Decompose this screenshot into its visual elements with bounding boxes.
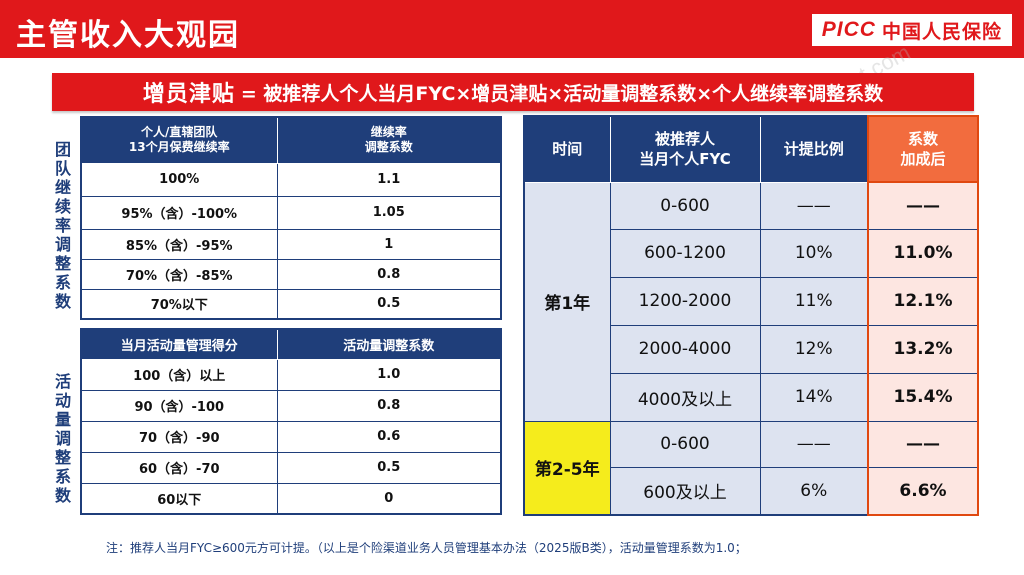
retention-table: 个人/直辖团队 13个月保费继续率 继续率 调整系数 100% 1.1 95%（… [80, 116, 502, 320]
formula-banner: 增员津贴 = 被推荐人个人当月FYC×增员津贴×活动量调整系数×个人继续率调整系… [52, 73, 974, 111]
fyc-range: 4000及以上 [609, 372, 761, 422]
bonus-rate: 11.0% [867, 228, 979, 278]
activity-coef: 1.0 [276, 358, 502, 391]
table-row: 70（含）-90 0.6 [80, 420, 502, 453]
activity-coef: 0.5 [276, 451, 502, 484]
table-row: 70%（含）-85% 0.8 [80, 258, 502, 290]
formula-text: = 被推荐人个人当月FYC×增员津贴×活动量调整系数×个人继续率调整系数 [240, 82, 884, 105]
activity-coef: 0 [276, 482, 502, 515]
ratio: —— [759, 181, 869, 230]
table-row: 70%以下 0.5 [80, 288, 502, 320]
table-row: 60以下 0 [80, 482, 502, 515]
activity-coef: 0.8 [276, 389, 502, 422]
activity-coef: 0.6 [276, 420, 502, 453]
retention-range: 85%（含）-95% [80, 228, 278, 260]
bonus-rate: 6.6% [867, 466, 979, 516]
table-row: 第2-5年 0-600 —— —— [523, 420, 979, 516]
retention-coef: 0.5 [276, 288, 502, 320]
header-bar: 主管收入大观园 PICC 中国人民保险 [0, 0, 1024, 58]
rate-header-ratio: 计提比例 [759, 115, 869, 183]
fyc-range: 1200-2000 [609, 276, 761, 326]
fyc-range: 0-600 [609, 181, 761, 230]
fyc-range: 600及以上 [609, 466, 761, 516]
retention-range: 100% [80, 162, 278, 197]
table-row: 100% 1.1 [80, 162, 502, 197]
ratio: —— [759, 420, 869, 468]
fyc-range: 2000-4000 [609, 324, 761, 374]
logo-chinese: 中国人民保险 [881, 20, 1002, 43]
table-row: 4000及以上 14% 15.4% [524, 372, 979, 422]
table-row: 2000-4000 12% 13.2% [524, 324, 979, 374]
ratio: 6% [759, 466, 869, 516]
retention-coef: 1.05 [276, 195, 502, 230]
rate-table: 时间 被推荐人 当月个人FYC 计提比例 系数 加成后 第1年 0-600 ——… [523, 115, 979, 516]
year-2-5-label: 第2-5年 [523, 420, 611, 516]
activity-score: 70（含）-90 [80, 420, 278, 453]
ratio: 10% [759, 228, 869, 278]
activity-score: 90（含）-100 [80, 389, 278, 422]
retention-range: 70%以下 [80, 288, 278, 320]
activity-score: 60（含）-70 [80, 451, 278, 484]
page-title: 主管收入大观园 [16, 18, 240, 53]
retention-coef: 1.1 [276, 162, 502, 197]
fyc-range: 0-600 [609, 420, 761, 468]
table-row: 85%（含）-95% 1 [80, 228, 502, 260]
year-1-label: 第1年 [523, 181, 611, 422]
activity-table: 当月活动量管理得分 活动量调整系数 100（含）以上 1.0 90（含）-100… [80, 328, 502, 515]
retention-range: 95%（含）-100% [80, 195, 278, 230]
fyc-range: 600-1200 [609, 228, 761, 278]
activity-header-coef: 活动量调整系数 [276, 328, 502, 360]
picc-logo: PICC 中国人民保险 [811, 14, 1012, 46]
table-row: 600及以上 6% 6.6% [524, 466, 979, 516]
bonus-rate: —— [867, 420, 979, 468]
table-row: 第1年 0-600 —— —— [523, 181, 979, 422]
activity-side-label: 活动量调整系数 [54, 372, 71, 505]
table-row: 90（含）-100 0.8 [80, 389, 502, 422]
table-row: 60（含）-70 0.5 [80, 451, 502, 484]
bonus-rate: 13.2% [867, 324, 979, 374]
ratio: 14% [759, 372, 869, 422]
table-row: 95%（含）-100% 1.05 [80, 195, 502, 230]
retention-header-coef: 继续率 调整系数 [276, 116, 502, 164]
bonus-rate: —— [867, 181, 979, 230]
bonus-rate: 12.1% [867, 276, 979, 326]
activity-header-score: 当月活动量管理得分 [80, 328, 278, 360]
ratio: 12% [759, 324, 869, 374]
retention-range: 70%（含）-85% [80, 258, 278, 290]
table-row: 1200-2000 11% 12.1% [524, 276, 979, 326]
rate-header-bonus: 系数 加成后 [867, 115, 979, 183]
table-row: 600-1200 10% 11.0% [524, 228, 979, 278]
table-row: 100（含）以上 1.0 [80, 358, 502, 391]
activity-score: 100（含）以上 [80, 358, 278, 391]
rate-header-time: 时间 [523, 115, 611, 183]
retention-header-range: 个人/直辖团队 13个月保费继续率 [80, 116, 278, 164]
bonus-rate: 15.4% [867, 372, 979, 422]
ratio: 11% [759, 276, 869, 326]
formula-highlight: 增员津贴 [142, 82, 235, 107]
logo-latin: PICC [821, 18, 876, 41]
footnote: 注：推荐人当月FYC≥600元方可计提。（以上是个险渠道业务人员管理基本办法（2… [106, 541, 747, 555]
activity-score: 60以下 [80, 482, 278, 515]
rate-header-fyc: 被推荐人 当月个人FYC [609, 115, 761, 183]
retention-coef: 0.8 [276, 258, 502, 290]
retention-coef: 1 [276, 228, 502, 260]
retention-side-label: 团队继续率调整系数 [54, 140, 71, 311]
